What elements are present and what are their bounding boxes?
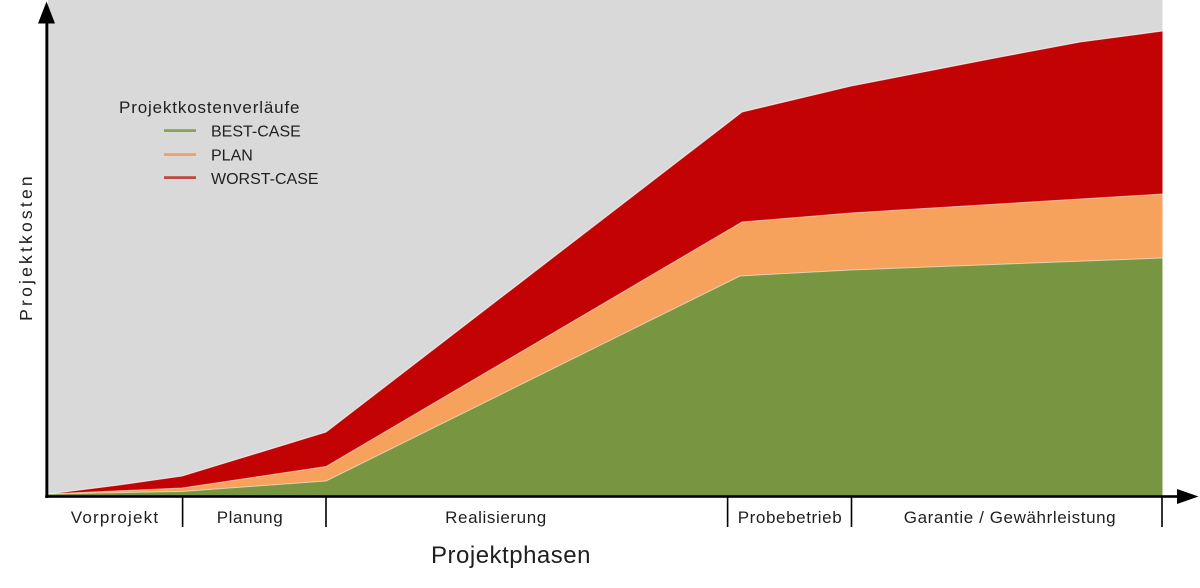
svg-text:BEST-CASE: BEST-CASE xyxy=(211,124,301,141)
svg-text:WORST-CASE: WORST-CASE xyxy=(211,171,319,188)
svg-text:Vorprojekt: Vorprojekt xyxy=(71,508,160,527)
svg-text:Projektphasen: Projektphasen xyxy=(431,542,591,569)
svg-text:Projektkostenverläufe: Projektkostenverläufe xyxy=(119,98,300,117)
svg-text:Projektkosten: Projektkosten xyxy=(16,173,36,321)
svg-text:Realisierung: Realisierung xyxy=(445,508,547,527)
svg-text:Garantie / Gewährleistung: Garantie / Gewährleistung xyxy=(904,508,1117,527)
svg-text:Planung: Planung xyxy=(217,508,284,527)
svg-text:PLAN: PLAN xyxy=(211,148,253,165)
svg-text:Probebetrieb: Probebetrieb xyxy=(738,508,843,527)
